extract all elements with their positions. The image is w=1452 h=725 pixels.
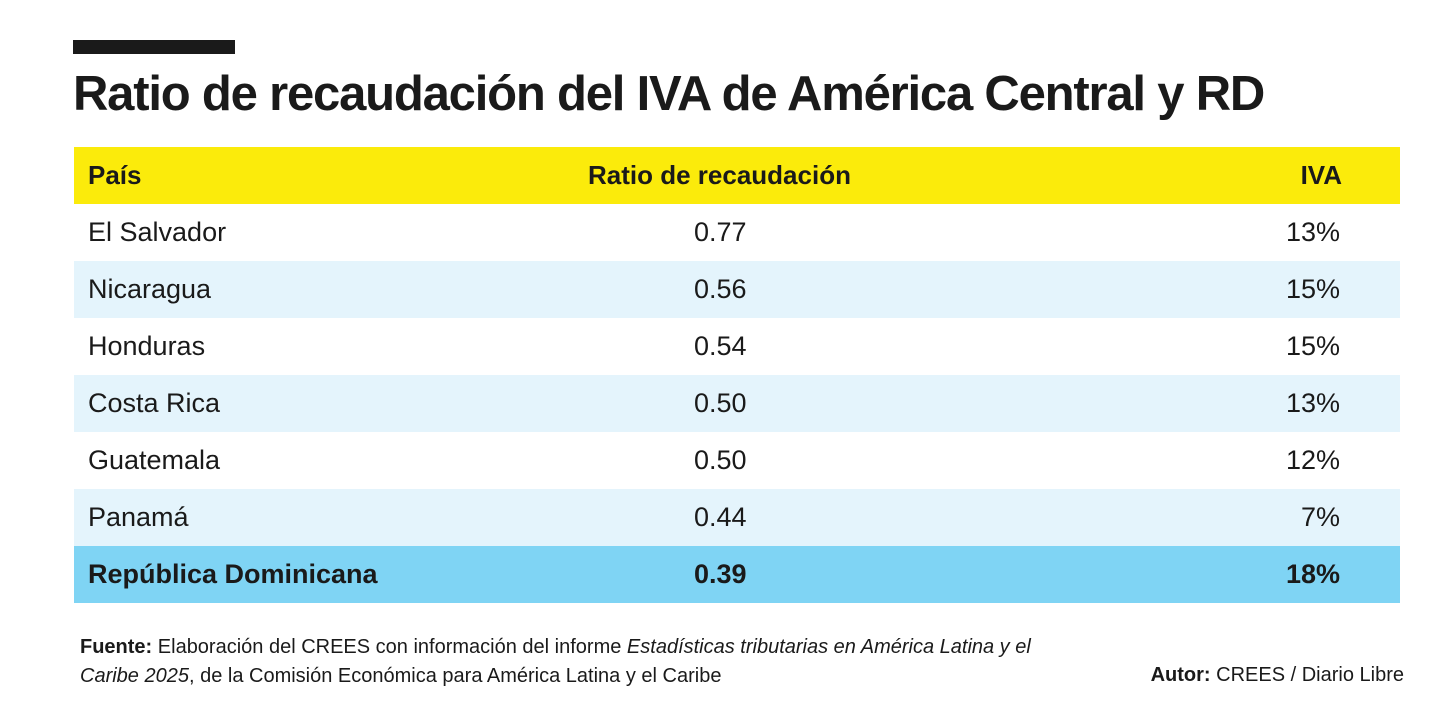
cell-country: República Dominicana	[88, 559, 378, 589]
table-row: Honduras 0.54 15%	[74, 318, 1400, 375]
author-label: Autor:	[1150, 664, 1211, 686]
cell-country: Guatemala	[88, 445, 221, 475]
source-text-continued: , de la Comisión Económica para América …	[188, 665, 722, 687]
cell-iva: 15%	[1285, 274, 1340, 304]
cell-iva: 7%	[1300, 502, 1340, 532]
cell-iva: 13%	[1285, 217, 1340, 247]
table-row: Panamá 0.44 7%	[74, 489, 1400, 546]
header-country: País	[88, 160, 142, 190]
header-ratio: Ratio de recaudación	[588, 160, 851, 190]
source-report-title: Estadísticas tributarias en América Lati…	[80, 636, 1031, 687]
cell-country: Costa Rica	[88, 388, 221, 418]
title-accent-bar	[73, 40, 235, 54]
cell-country: Honduras	[88, 331, 206, 361]
cell-country: Nicaragua	[88, 274, 212, 304]
cell-iva: 13%	[1285, 388, 1340, 418]
cell-ratio: 0.54	[694, 331, 747, 361]
table-header-row: País Ratio de recaudación IVA	[74, 147, 1400, 204]
cell-ratio: 0.39	[694, 559, 747, 589]
cell-country: El Salvador	[88, 217, 227, 247]
cell-ratio: 0.44	[694, 502, 747, 532]
cell-ratio: 0.50	[694, 445, 747, 475]
source-label: Fuente:	[80, 636, 153, 658]
page-title: Ratio de recaudación del IVA de América …	[73, 67, 1265, 121]
cell-ratio: 0.50	[694, 388, 747, 418]
source-text: Elaboración del CREES con información de…	[157, 636, 622, 658]
table-row: Costa Rica 0.50 13%	[74, 375, 1400, 432]
table-row: Guatemala 0.50 12%	[74, 432, 1400, 489]
cell-iva: 12%	[1285, 445, 1340, 475]
cell-ratio: 0.56	[694, 274, 747, 304]
cell-iva: 18%	[1285, 559, 1340, 589]
table-row: El Salvador 0.77 13%	[74, 204, 1400, 261]
table-row: Nicaragua 0.56 15%	[74, 261, 1400, 318]
data-table: País Ratio de recaudación IVA El Salvado…	[74, 147, 1400, 603]
cell-iva: 15%	[1285, 331, 1340, 361]
author-credit: Autor: CREES / Diario Libre	[1151, 661, 1404, 690]
source-note: Fuente: Elaboración del CREES con inform…	[80, 633, 1040, 691]
cell-country: Panamá	[88, 502, 189, 532]
author-name: CREES / Diario Libre	[1216, 664, 1404, 686]
header-iva: IVA	[1300, 160, 1342, 190]
cell-ratio: 0.77	[694, 217, 747, 247]
table-row-highlighted: República Dominicana 0.39 18%	[74, 546, 1400, 603]
